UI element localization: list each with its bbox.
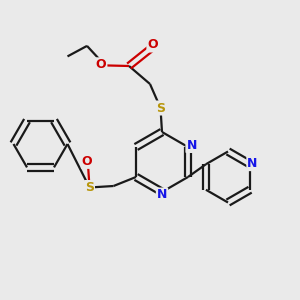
Text: O: O bbox=[82, 155, 92, 168]
Text: O: O bbox=[96, 58, 106, 71]
Text: N: N bbox=[186, 139, 197, 152]
Text: S: S bbox=[85, 181, 94, 194]
Text: N: N bbox=[247, 157, 258, 170]
Text: N: N bbox=[157, 188, 167, 202]
Text: S: S bbox=[156, 101, 165, 115]
Text: O: O bbox=[147, 38, 158, 52]
